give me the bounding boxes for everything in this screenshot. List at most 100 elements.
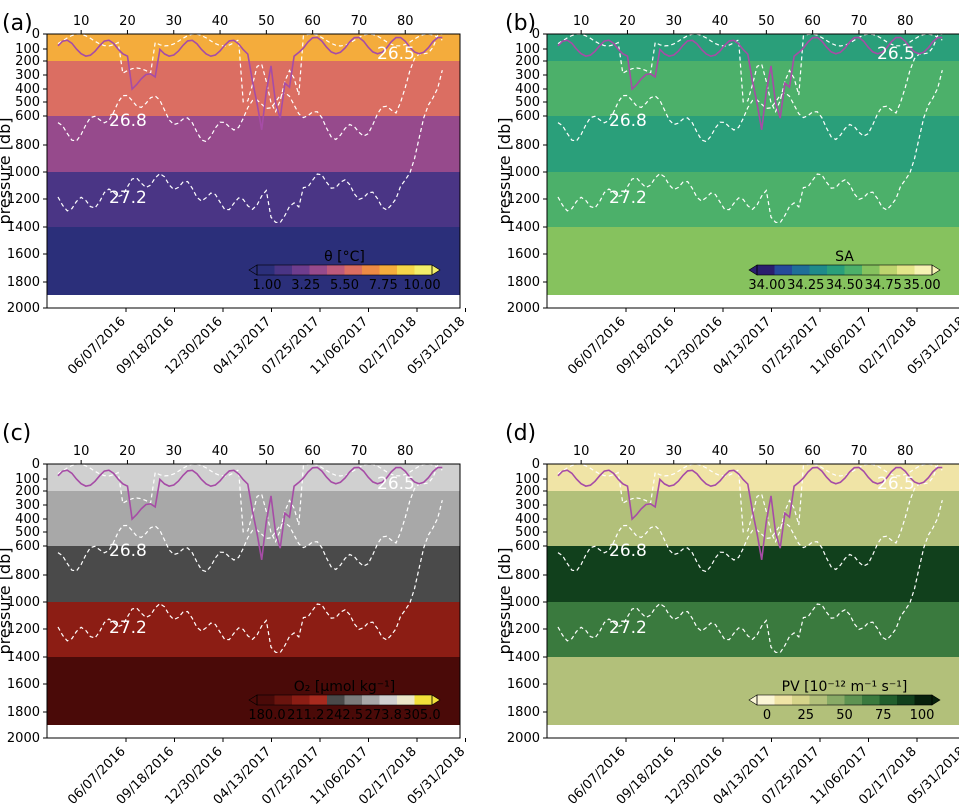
colorbar-tick-label: 34.25 (787, 278, 824, 293)
field-band (547, 602, 959, 657)
field-band (547, 546, 959, 602)
colorbar-tick-label: 5.50 (330, 278, 359, 293)
top-tick-label: 10 (73, 444, 90, 459)
y-tick-label: 600 (15, 539, 40, 554)
colorbar-tick-label: 180.0 (248, 708, 285, 723)
y-tick-label: 1200 (7, 192, 40, 207)
colorbar-tick-label: 25 (797, 708, 814, 723)
y-tick-label: 1400 (7, 650, 40, 665)
y-tick-label: 200 (15, 484, 40, 499)
isopycnal-line (57, 33, 443, 114)
colorbar-title: PV [10⁻¹² m⁻¹ s⁻¹] (782, 679, 908, 695)
top-tick-label: 40 (712, 444, 729, 459)
isopycnal-label: 27.2 (609, 188, 647, 208)
colorbar-segment (327, 265, 345, 275)
y-tick-label: 1200 (507, 192, 540, 207)
isopycnal-line (557, 500, 943, 654)
colorbar-tick-label: 35.00 (903, 278, 940, 293)
field-band (547, 657, 959, 725)
top-tick-label: 80 (897, 14, 914, 29)
top-tick-label: 40 (712, 14, 729, 29)
colorbar-segment (309, 695, 328, 705)
top-tick-label: 30 (665, 444, 682, 459)
y-tick-label: 200 (15, 54, 40, 69)
colorbar-frame (256, 264, 433, 276)
isopycnal-label: 26.8 (109, 111, 147, 131)
y-tick-label: 2000 (7, 731, 40, 746)
no-data-band (47, 725, 460, 738)
field-band (47, 546, 460, 602)
y-axis-label: pressure [db] (0, 118, 14, 225)
y-tick-label: 1000 (507, 595, 540, 610)
y-tick-label: 1400 (507, 650, 540, 665)
y-tick-label: 1400 (7, 220, 40, 235)
colorbar-segment (914, 265, 933, 275)
y-tick-label: 800 (515, 568, 540, 583)
y-tick-label: 1600 (7, 677, 40, 692)
y-axis-label: pressure [db] (495, 118, 514, 225)
y-tick-label: 2000 (507, 731, 540, 746)
isopycnal-line (57, 70, 443, 224)
y-tick-label: 100 (15, 42, 40, 57)
colorbar-tick-label: 0 (763, 708, 771, 723)
colorbar-segment (362, 695, 380, 705)
y-tick-label: 0 (32, 457, 40, 472)
top-tick-label: 80 (397, 444, 414, 459)
y-tick-label: 800 (15, 138, 40, 153)
colorbar-segment (879, 265, 898, 275)
colorbar-segment (274, 695, 293, 705)
colorbar-tick-label: 10.00 (403, 278, 440, 293)
colorbar-title: SA (835, 249, 854, 265)
y-tick-label: 1000 (7, 165, 40, 180)
y-tick-label: 100 (515, 42, 540, 57)
top-tick-label: 20 (619, 444, 636, 459)
isopycnal-line (557, 70, 943, 224)
colorbar-segment (809, 265, 828, 275)
y-tick-label: 400 (15, 82, 40, 97)
colorbar-tick-label: 50 (836, 708, 853, 723)
field-band (47, 116, 460, 172)
colorbar-segment (327, 695, 345, 705)
isopycnal-label: 26.8 (109, 541, 147, 561)
colorbar-title: θ [°C] (324, 249, 365, 265)
colorbar-segment (827, 265, 845, 275)
y-tick-label: 1600 (507, 247, 540, 262)
y-tick-label: 2000 (7, 301, 40, 316)
no-data-band (47, 295, 460, 308)
top-tick-label: 50 (258, 444, 275, 459)
colorbar-segment (844, 265, 863, 275)
isopycnal-label: 26.5 (377, 474, 415, 494)
colorbar-segment (897, 695, 915, 705)
field-band (547, 34, 959, 61)
isopycnal-line (557, 33, 943, 114)
isopycnal-label: 27.2 (109, 618, 147, 638)
colorbar-segment (897, 265, 915, 275)
colorbar-segment (397, 695, 415, 705)
colorbar-segment (792, 695, 810, 705)
top-tick-label: 40 (212, 444, 229, 459)
field-band (47, 172, 460, 227)
colorbar-segment (914, 695, 933, 705)
colorbar-segment (414, 695, 433, 705)
top-tick-label: 70 (851, 444, 868, 459)
isopycnal-label: 26.8 (609, 111, 647, 131)
top-tick-label: 10 (573, 14, 590, 29)
colorbar-tick-label: 211.2 (287, 708, 324, 723)
colorbar-segment (257, 695, 275, 705)
axes-frame (546, 33, 959, 309)
top-tick-label: 40 (212, 14, 229, 29)
isopycnal-label: 26.5 (877, 44, 915, 64)
y-tick-label: 1000 (7, 595, 40, 610)
colorbar-segment (844, 695, 863, 705)
y-tick-label: 1000 (507, 165, 540, 180)
y-tick-label: 300 (15, 68, 40, 83)
colorbar-segment (827, 695, 845, 705)
y-tick-label: 400 (515, 512, 540, 527)
top-tick-label: 50 (758, 14, 775, 29)
axes-frame (46, 463, 461, 739)
field-band (547, 61, 959, 116)
top-tick-label: 80 (897, 444, 914, 459)
isopycnal-line (57, 463, 443, 544)
y-tick-label: 500 (15, 95, 40, 110)
